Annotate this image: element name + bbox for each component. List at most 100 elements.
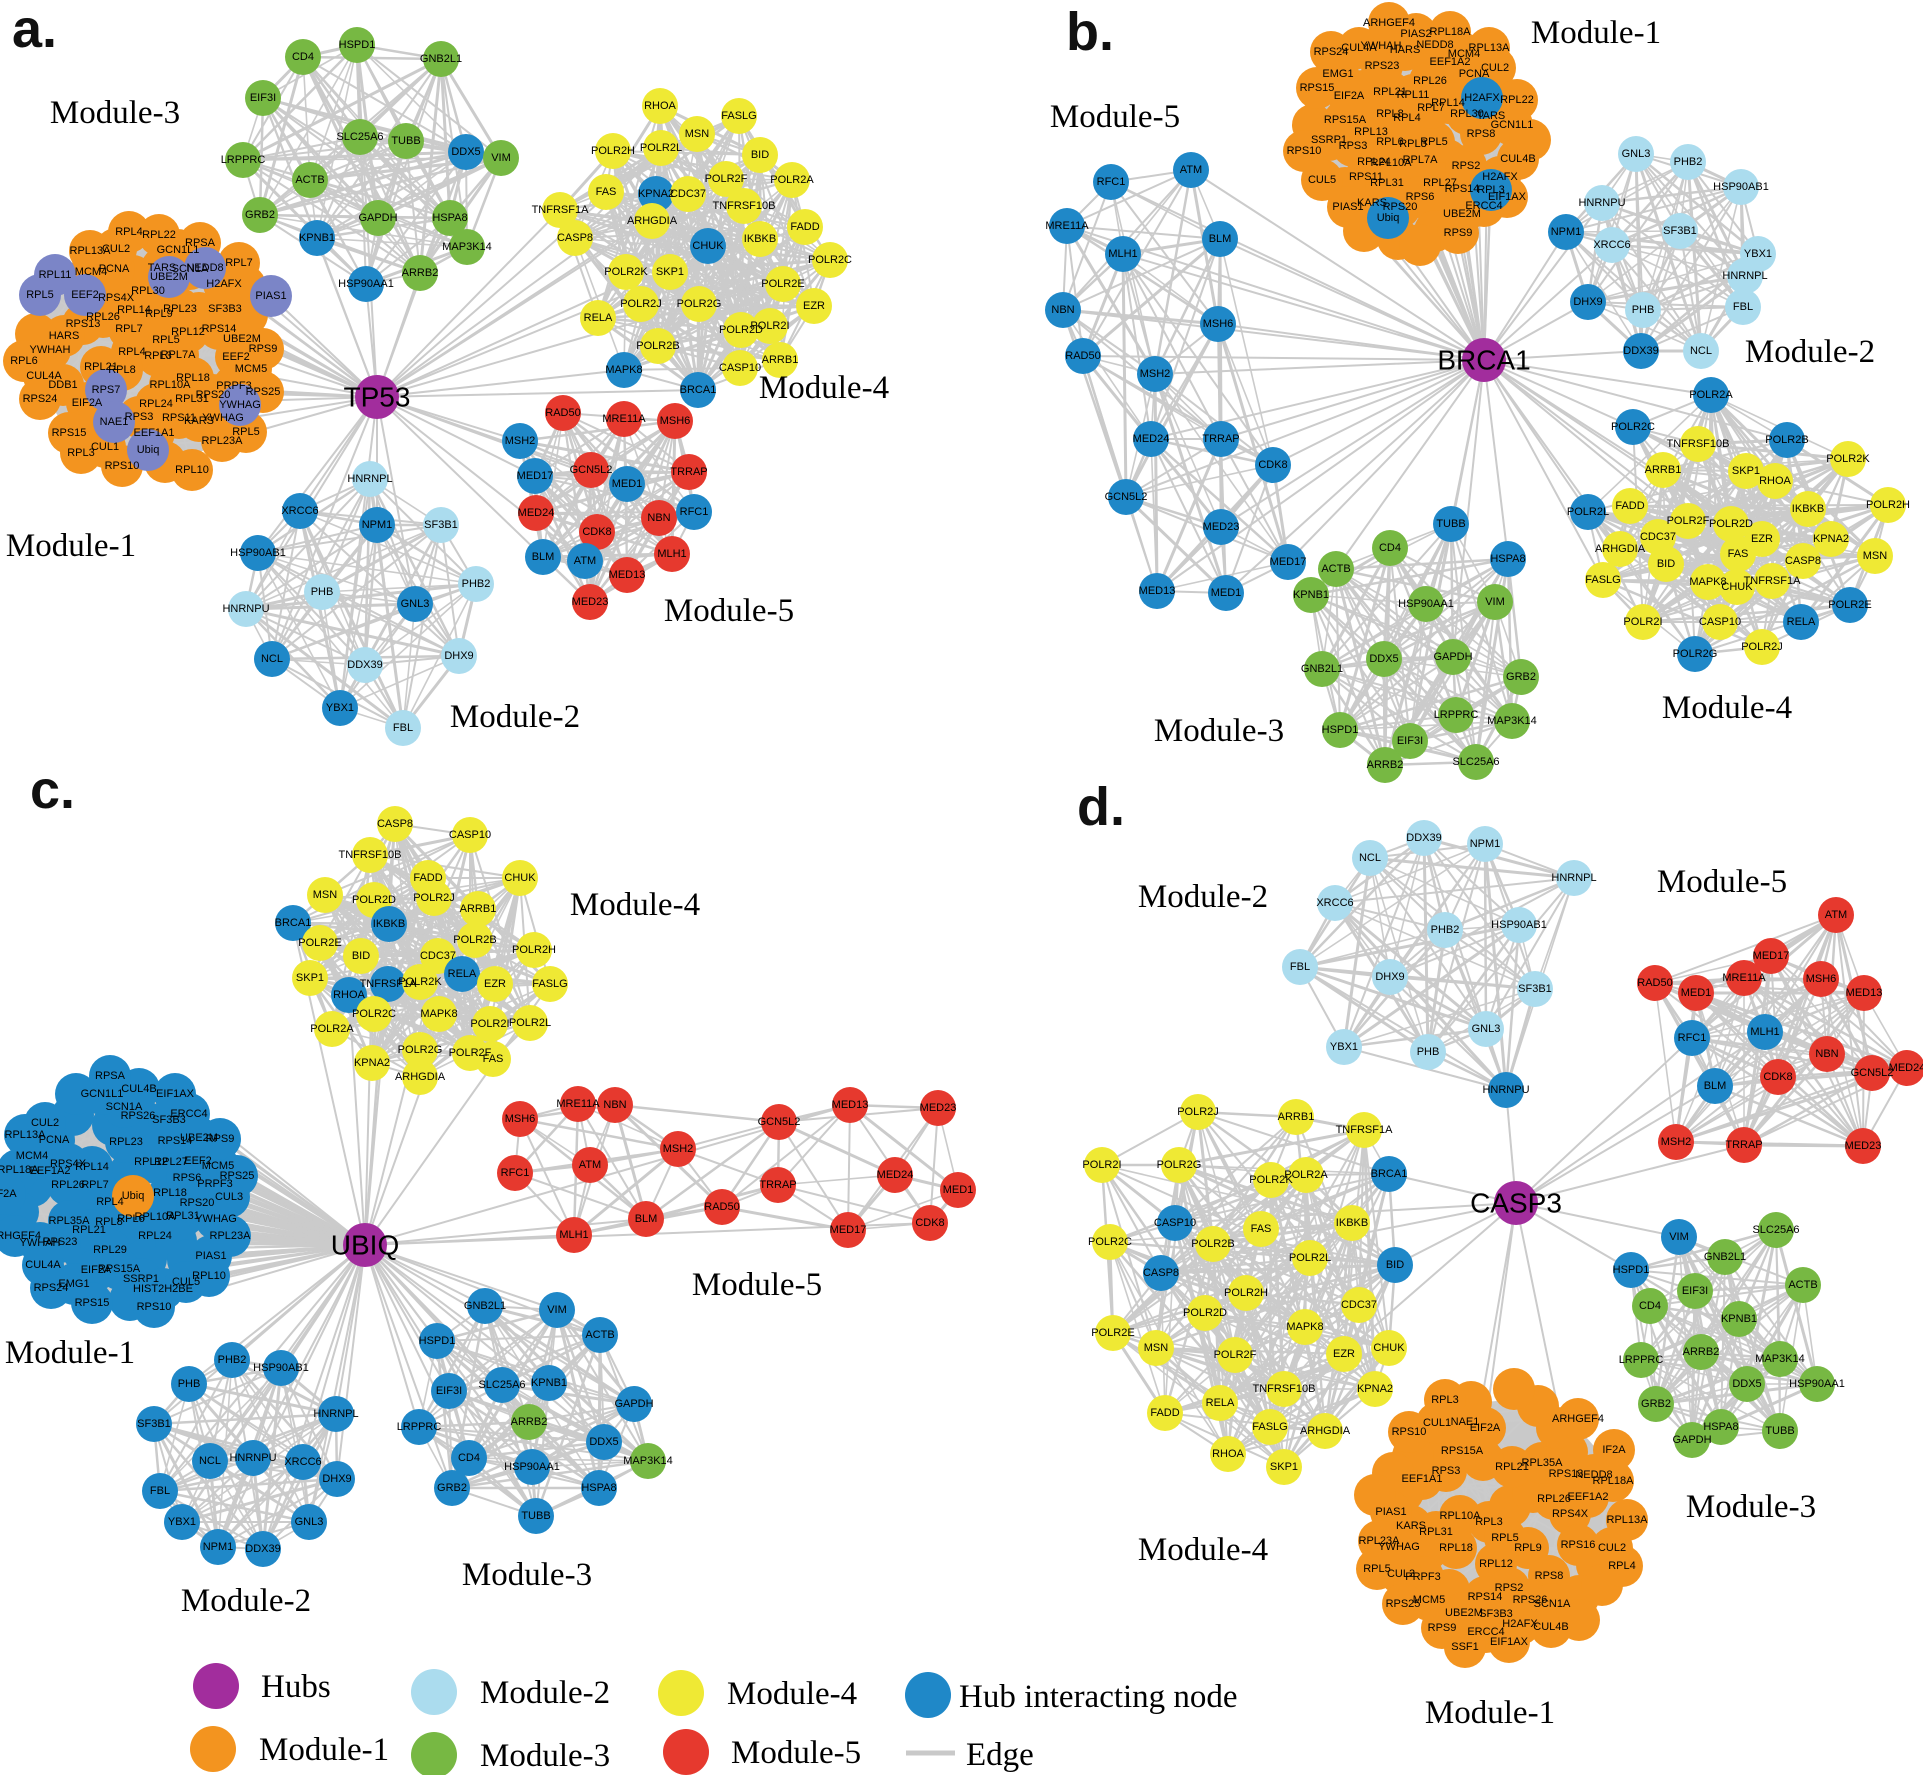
svg-text:RPL7: RPL7 bbox=[81, 1179, 109, 1191]
svg-text:NPM1: NPM1 bbox=[362, 519, 393, 531]
svg-text:RPS3: RPS3 bbox=[1339, 140, 1368, 152]
svg-text:RPL5: RPL5 bbox=[1363, 1563, 1391, 1575]
svg-text:POLR2A: POLR2A bbox=[310, 1023, 354, 1035]
svg-text:HSP90AB1: HSP90AB1 bbox=[1713, 181, 1769, 193]
svg-text:HNRNPL: HNRNPL bbox=[347, 473, 392, 485]
svg-text:RPL4: RPL4 bbox=[96, 1196, 124, 1208]
svg-text:Module-3: Module-3 bbox=[480, 1738, 610, 1774]
svg-text:RPS25: RPS25 bbox=[220, 1170, 255, 1182]
svg-text:RPS20: RPS20 bbox=[196, 389, 231, 401]
svg-text:DDB1: DDB1 bbox=[48, 379, 77, 391]
svg-text:RPS15A: RPS15A bbox=[1441, 1445, 1484, 1457]
svg-text:YWHAG: YWHAG bbox=[202, 412, 244, 424]
svg-text:ARHGEF4: ARHGEF4 bbox=[1552, 1413, 1604, 1425]
svg-text:RPL9: RPL9 bbox=[145, 308, 173, 320]
svg-text:RPL31: RPL31 bbox=[1419, 1526, 1453, 1538]
svg-text:RPL6: RPL6 bbox=[117, 1213, 145, 1225]
svg-text:POLR2I: POLR2I bbox=[750, 320, 789, 332]
svg-text:FBL: FBL bbox=[1290, 961, 1310, 973]
svg-text:RPL13A: RPL13A bbox=[1607, 1514, 1649, 1526]
svg-text:MED17: MED17 bbox=[1270, 556, 1307, 568]
svg-text:NBN: NBN bbox=[1051, 304, 1074, 316]
svg-text:ACTB: ACTB bbox=[585, 1329, 614, 1341]
svg-text:TARS: TARS bbox=[148, 262, 177, 274]
svg-text:Module-3: Module-3 bbox=[1154, 713, 1284, 749]
svg-text:RPS11: RPS11 bbox=[1349, 171, 1383, 183]
svg-text:MED13: MED13 bbox=[832, 1099, 869, 1111]
svg-text:CUL1: CUL1 bbox=[1423, 1417, 1451, 1429]
svg-text:MED23: MED23 bbox=[920, 1102, 957, 1114]
svg-text:HSPA8: HSPA8 bbox=[1703, 1421, 1738, 1433]
svg-text:RAD50: RAD50 bbox=[704, 1201, 739, 1213]
svg-text:CUL2: CUL2 bbox=[1481, 62, 1509, 74]
svg-text:MCM4: MCM4 bbox=[75, 266, 107, 278]
svg-text:VIM: VIM bbox=[1485, 596, 1505, 608]
svg-text:POLR2D: POLR2D bbox=[1183, 1307, 1227, 1319]
svg-text:CUL2: CUL2 bbox=[102, 243, 130, 255]
svg-text:RPL26: RPL26 bbox=[1537, 1493, 1571, 1505]
svg-text:RPS10: RPS10 bbox=[137, 1301, 172, 1313]
svg-text:DHX9: DHX9 bbox=[1573, 296, 1602, 308]
svg-text:POLR2B: POLR2B bbox=[1191, 1238, 1234, 1250]
svg-text:POLR2G: POLR2G bbox=[398, 1044, 443, 1056]
svg-text:POLR2K: POLR2K bbox=[1249, 1174, 1293, 1186]
svg-text:RPS14: RPS14 bbox=[1445, 183, 1480, 195]
svg-text:RPL3: RPL3 bbox=[1475, 1516, 1503, 1528]
svg-text:RPL4: RPL4 bbox=[118, 346, 146, 358]
svg-text:PHB: PHB bbox=[1632, 304, 1655, 316]
svg-text:RFC1: RFC1 bbox=[1678, 1032, 1707, 1044]
svg-text:KARS: KARS bbox=[1357, 197, 1387, 209]
svg-text:RPL23: RPL23 bbox=[163, 303, 197, 315]
svg-text:CUL4A: CUL4A bbox=[26, 370, 62, 382]
svg-text:POLR2G: POLR2G bbox=[677, 298, 722, 310]
svg-text:MCM4: MCM4 bbox=[1448, 48, 1480, 60]
svg-text:RPL4: RPL4 bbox=[115, 226, 143, 238]
svg-text:Module-4: Module-4 bbox=[759, 370, 889, 406]
svg-text:HSPD1: HSPD1 bbox=[419, 1335, 456, 1347]
svg-text:BLM: BLM bbox=[532, 551, 555, 563]
svg-text:DDX39: DDX39 bbox=[245, 1543, 280, 1555]
svg-text:RAD50: RAD50 bbox=[1637, 977, 1672, 989]
svg-text:H2AFX: H2AFX bbox=[1482, 171, 1518, 183]
svg-text:Module-2: Module-2 bbox=[450, 699, 580, 735]
svg-text:RELA: RELA bbox=[584, 312, 613, 324]
svg-text:CHUK: CHUK bbox=[1373, 1342, 1405, 1354]
svg-text:RPL21: RPL21 bbox=[1495, 1461, 1529, 1473]
svg-text:SSF1: SSF1 bbox=[1451, 1641, 1479, 1653]
svg-text:MRE11A: MRE11A bbox=[1722, 972, 1766, 984]
svg-text:RPS23: RPS23 bbox=[43, 1236, 78, 1248]
svg-text:MSH2: MSH2 bbox=[663, 1143, 694, 1155]
svg-text:ARRB2: ARRB2 bbox=[1683, 1346, 1720, 1358]
svg-text:Module-4: Module-4 bbox=[1662, 690, 1792, 726]
svg-text:NAE1: NAE1 bbox=[100, 416, 129, 428]
svg-text:CDC37: CDC37 bbox=[420, 950, 456, 962]
svg-text:RPSA: RPSA bbox=[95, 1070, 126, 1082]
svg-text:DDX5: DDX5 bbox=[589, 1436, 618, 1448]
svg-text:Module-3: Module-3 bbox=[462, 1557, 592, 1593]
svg-text:ACTB: ACTB bbox=[295, 174, 324, 186]
svg-text:CASP10: CASP10 bbox=[719, 362, 761, 374]
svg-text:CUL2: CUL2 bbox=[31, 1117, 59, 1129]
svg-text:POLR2I: POLR2I bbox=[1623, 616, 1662, 628]
svg-text:Module-2: Module-2 bbox=[1138, 879, 1268, 915]
svg-text:MRE11A: MRE11A bbox=[1045, 220, 1089, 232]
svg-text:POLR2L: POLR2L bbox=[509, 1017, 551, 1029]
svg-text:RHOA: RHOA bbox=[333, 989, 365, 1001]
svg-text:NEDD8: NEDD8 bbox=[1416, 39, 1453, 51]
svg-text:ARHGDIA: ARHGDIA bbox=[395, 1071, 446, 1083]
svg-text:CDC37: CDC37 bbox=[670, 188, 706, 200]
svg-text:YWHAH: YWHAH bbox=[20, 1237, 61, 1249]
svg-text:EZR: EZR bbox=[1751, 533, 1773, 545]
svg-text:c.: c. bbox=[30, 760, 75, 820]
svg-text:YBX1: YBX1 bbox=[1744, 248, 1772, 260]
svg-text:PIAS2: PIAS2 bbox=[1400, 28, 1431, 40]
svg-text:RPL6: RPL6 bbox=[1376, 136, 1404, 148]
svg-text:DHX9: DHX9 bbox=[444, 650, 473, 662]
svg-text:RPS13: RPS13 bbox=[1549, 1468, 1584, 1480]
svg-text:Module-1: Module-1 bbox=[5, 1335, 135, 1371]
svg-text:MCM5: MCM5 bbox=[235, 363, 267, 375]
svg-text:FASLG: FASLG bbox=[532, 978, 567, 990]
svg-text:PHB2: PHB2 bbox=[462, 578, 491, 590]
svg-text:TARS: TARS bbox=[1477, 110, 1506, 122]
svg-text:EEF1A2: EEF1A2 bbox=[1430, 56, 1471, 68]
